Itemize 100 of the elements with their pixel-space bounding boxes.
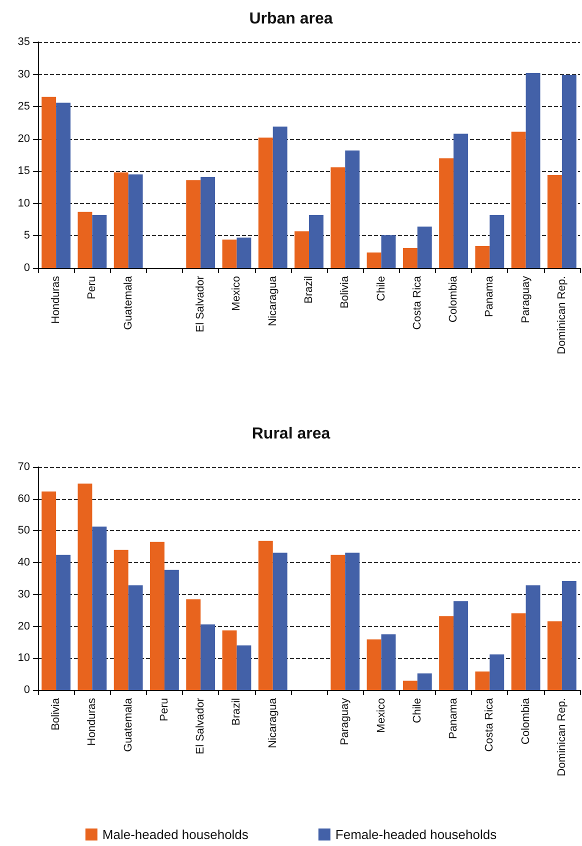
x-tick-label: Brazil	[303, 276, 315, 304]
bar	[562, 581, 576, 690]
x-tick-label: Mexico	[230, 276, 243, 311]
bar	[150, 542, 164, 690]
y-tick-label: 70	[18, 461, 30, 473]
x-tick-label: Colombia	[520, 697, 532, 744]
bar	[42, 96, 56, 268]
bar	[114, 550, 128, 690]
bar	[526, 72, 540, 268]
bar	[186, 599, 201, 690]
bar	[345, 150, 360, 268]
legend-label: Male-headed households	[102, 827, 249, 842]
y-tick-label: 30	[18, 588, 30, 600]
bar	[56, 102, 71, 268]
x-tick-label: Panama	[484, 275, 496, 317]
bar	[547, 621, 562, 690]
x-tick-label: Peru	[158, 698, 170, 722]
bar	[309, 215, 324, 268]
bar	[222, 630, 237, 690]
bar	[345, 552, 360, 690]
y-tick-label: 20	[18, 620, 30, 632]
bar	[200, 624, 216, 690]
x-tick-label: Paraguay	[339, 698, 352, 746]
bar	[511, 613, 526, 690]
y-tick-label: 40	[18, 556, 30, 569]
y-tick-label: 30	[18, 68, 30, 80]
bar	[236, 645, 252, 690]
x-tick-label: El Salvador	[194, 698, 207, 754]
bar	[128, 585, 143, 690]
bar	[562, 74, 576, 268]
x-tick-label: Costa Rica	[411, 275, 424, 330]
bar	[402, 680, 418, 690]
x-tick-label: El Salvador	[194, 276, 207, 332]
bar	[236, 238, 252, 268]
x-tick-label: Bolivia	[50, 697, 62, 730]
chart-title: Rural area	[252, 426, 330, 442]
bar	[511, 132, 526, 268]
bar	[200, 176, 216, 268]
x-tick-label: Chile	[411, 698, 424, 724]
y-tick-label: 15	[18, 165, 30, 178]
bar	[526, 585, 540, 690]
x-tick-label: Colombia	[448, 275, 460, 322]
y-tick-label: 0	[24, 262, 30, 274]
bar	[258, 138, 273, 268]
bar	[272, 126, 288, 268]
bar	[164, 570, 179, 690]
x-tick-label: Peru	[86, 276, 98, 300]
bar	[92, 215, 107, 268]
x-tick-label: Honduras	[86, 698, 98, 746]
bar	[366, 639, 382, 690]
bar	[547, 175, 562, 268]
x-tick-label: Nicaragua	[266, 697, 279, 748]
bar	[128, 174, 143, 268]
y-tick-label: 5	[24, 230, 30, 242]
x-tick-label: Nicaragua	[266, 275, 279, 326]
bar	[454, 134, 468, 268]
y-tick-label: 10	[18, 652, 30, 664]
x-tick-label: Guatemala	[122, 275, 134, 330]
x-tick-label: Panama	[448, 697, 460, 739]
bar	[330, 167, 346, 268]
bar	[186, 180, 201, 268]
x-tick-label: Honduras	[50, 276, 62, 324]
bar	[381, 235, 396, 268]
y-tick-label: 60	[18, 492, 30, 505]
bar	[439, 616, 454, 690]
y-tick-label: 0	[24, 684, 30, 696]
y-tick-label: 50	[18, 524, 30, 537]
x-tick-label: Mexico	[375, 698, 388, 733]
bar	[402, 248, 418, 268]
bar	[475, 246, 490, 268]
bar	[114, 172, 128, 268]
x-tick-label: Bolivia	[339, 275, 352, 308]
y-tick-label: 35	[18, 36, 30, 48]
bar	[439, 158, 454, 268]
x-tick-label: Brazil	[230, 698, 243, 726]
bar	[258, 540, 273, 690]
bar	[381, 634, 396, 690]
bar	[56, 554, 71, 690]
bar	[490, 654, 504, 690]
y-tick-label: 25	[18, 100, 30, 113]
legend-label: Female-headed households	[335, 827, 498, 842]
bar	[222, 240, 237, 268]
y-tick-label: 10	[18, 197, 30, 210]
bar	[78, 212, 92, 268]
bar	[475, 672, 490, 690]
bar	[294, 231, 309, 268]
bar	[92, 526, 107, 690]
bar	[417, 673, 432, 690]
x-tick-label: Guatemala	[122, 697, 134, 752]
bar	[417, 226, 432, 268]
x-tick-label: Dominican Rep.	[556, 276, 568, 354]
x-tick-label: Dominican Rep.	[556, 698, 568, 776]
bar	[454, 601, 468, 690]
bar	[366, 252, 382, 268]
y-tick-label: 20	[18, 132, 30, 145]
x-tick-label: Chile	[375, 276, 388, 302]
bar	[330, 554, 346, 690]
bar	[78, 484, 92, 690]
bar	[272, 552, 288, 690]
x-tick-label: Paraguay	[520, 276, 532, 324]
